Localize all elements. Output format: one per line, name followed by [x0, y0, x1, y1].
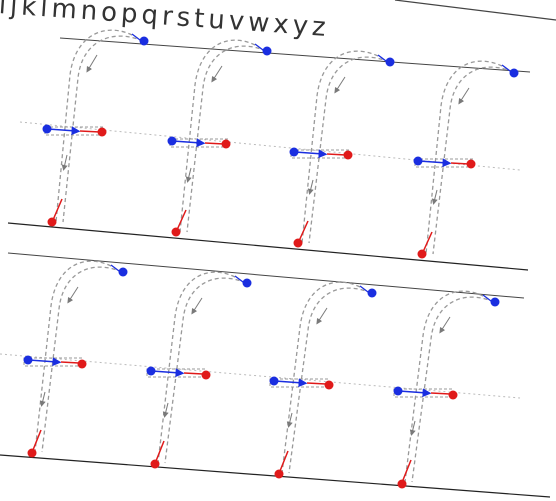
page-corner-line — [394, 0, 556, 21]
row1-midline — [19, 121, 521, 171]
row2-topline — [7, 252, 525, 299]
row2-letter-f-4 — [393, 290, 500, 489]
row1-letter-f-2 — [167, 39, 272, 237]
row2-midline — [0, 353, 521, 399]
row2-letter-f-3 — [269, 281, 377, 479]
row2-letter-f-1 — [23, 260, 128, 458]
row1-letter-f-4 — [413, 60, 519, 259]
row1-baseline — [7, 222, 529, 271]
row1-letter-f-3 — [289, 50, 395, 248]
row2-letter-f-2 — [146, 271, 252, 469]
row1-topline — [59, 37, 531, 73]
row1-letter-f-1 — [42, 29, 149, 227]
guide-lines — [0, 37, 551, 498]
